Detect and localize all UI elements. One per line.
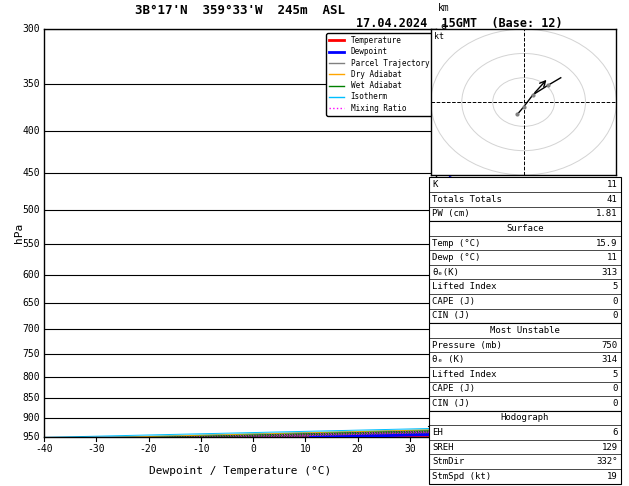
Text: 3: 3 xyxy=(440,324,446,334)
Text: Surface: Surface xyxy=(506,224,543,233)
Text: 6: 6 xyxy=(612,428,618,437)
Text: 129: 129 xyxy=(601,443,618,451)
Text: 6: 6 xyxy=(440,168,446,178)
Text: -10: -10 xyxy=(192,444,209,453)
Text: CAPE (J): CAPE (J) xyxy=(432,384,475,393)
Text: 0: 0 xyxy=(612,297,618,306)
Text: Dewpoint / Temperature (°C): Dewpoint / Temperature (°C) xyxy=(149,466,331,476)
Text: 314: 314 xyxy=(601,355,618,364)
Text: 5: 5 xyxy=(440,205,446,215)
Text: Pressure (mb): Pressure (mb) xyxy=(432,341,502,349)
Text: 1: 1 xyxy=(440,413,446,423)
Text: CIN (J): CIN (J) xyxy=(432,312,470,320)
Text: 11: 11 xyxy=(607,180,618,189)
Text: PW (cm): PW (cm) xyxy=(432,209,470,218)
Text: 4: 4 xyxy=(440,270,446,279)
Text: 500: 500 xyxy=(23,205,40,215)
Text: -30: -30 xyxy=(87,444,105,453)
Text: 8: 8 xyxy=(440,79,446,89)
Text: 17.04.2024  15GMT  (Base: 12): 17.04.2024 15GMT (Base: 12) xyxy=(356,17,562,30)
Text: CIN (J): CIN (J) xyxy=(432,399,470,408)
Text: 9: 9 xyxy=(440,24,446,34)
Text: kt: kt xyxy=(434,32,444,41)
Text: θₑ(K): θₑ(K) xyxy=(432,268,459,277)
Text: Dewp (°C): Dewp (°C) xyxy=(432,253,481,262)
Text: km: km xyxy=(438,3,450,13)
Text: 10: 10 xyxy=(299,444,311,453)
Text: 313: 313 xyxy=(601,268,618,277)
Text: 650: 650 xyxy=(23,298,40,308)
Text: StmSpd (kt): StmSpd (kt) xyxy=(432,472,491,481)
Text: Lifted Index: Lifted Index xyxy=(432,370,497,379)
Text: EH: EH xyxy=(432,428,443,437)
Text: SREH: SREH xyxy=(432,443,454,451)
Text: hPa: hPa xyxy=(14,223,23,243)
Text: Hodograph: Hodograph xyxy=(501,414,549,422)
Text: 332°: 332° xyxy=(596,457,618,466)
Text: LCL: LCL xyxy=(440,421,457,431)
Text: 600: 600 xyxy=(23,270,40,279)
Text: 20: 20 xyxy=(352,444,364,453)
Text: 350: 350 xyxy=(23,79,40,89)
Text: Totals Totals: Totals Totals xyxy=(432,195,502,204)
Text: CAPE (J): CAPE (J) xyxy=(432,297,475,306)
Text: 450: 450 xyxy=(23,168,40,178)
Text: 750: 750 xyxy=(23,348,40,359)
Text: 3B°17'N  359°33'W  245m  ASL: 3B°17'N 359°33'W 245m ASL xyxy=(135,4,345,17)
Text: 19: 19 xyxy=(607,472,618,481)
Text: Mixing Ratio (g/kg): Mixing Ratio (g/kg) xyxy=(463,267,472,363)
Text: 11: 11 xyxy=(607,253,618,262)
Text: 850: 850 xyxy=(23,393,40,403)
Text: 5: 5 xyxy=(612,370,618,379)
Text: -40: -40 xyxy=(35,444,53,453)
Text: 400: 400 xyxy=(23,126,40,136)
Text: 700: 700 xyxy=(23,324,40,334)
Text: 950: 950 xyxy=(23,433,40,442)
Text: 0: 0 xyxy=(612,399,618,408)
Text: Temp (°C): Temp (°C) xyxy=(432,239,481,247)
Text: 1.81: 1.81 xyxy=(596,209,618,218)
Text: 15.9: 15.9 xyxy=(596,239,618,247)
Text: θₑ (K): θₑ (K) xyxy=(432,355,464,364)
Text: 41: 41 xyxy=(607,195,618,204)
Text: 2: 2 xyxy=(440,348,446,359)
Text: -20: -20 xyxy=(140,444,157,453)
Text: StmDir: StmDir xyxy=(432,457,464,466)
Legend: Temperature, Dewpoint, Parcel Trajectory, Dry Adiabat, Wet Adiabat, Isotherm, Mi: Temperature, Dewpoint, Parcel Trajectory… xyxy=(326,33,432,116)
Text: 30: 30 xyxy=(404,444,416,453)
Text: 900: 900 xyxy=(23,413,40,423)
Text: 0: 0 xyxy=(612,312,618,320)
Text: 7: 7 xyxy=(440,126,446,136)
Text: 750: 750 xyxy=(601,341,618,349)
Text: 300: 300 xyxy=(23,24,40,34)
Text: K: K xyxy=(432,180,438,189)
Text: 0: 0 xyxy=(250,444,256,453)
Text: 800: 800 xyxy=(23,371,40,382)
Text: © weatheronline.co.uk: © weatheronline.co.uk xyxy=(473,467,577,476)
Text: Lifted Index: Lifted Index xyxy=(432,282,497,291)
Text: ASL: ASL xyxy=(438,33,455,43)
Text: Most Unstable: Most Unstable xyxy=(490,326,560,335)
Text: 0: 0 xyxy=(612,384,618,393)
Text: 5: 5 xyxy=(612,282,618,291)
Text: 550: 550 xyxy=(23,239,40,249)
